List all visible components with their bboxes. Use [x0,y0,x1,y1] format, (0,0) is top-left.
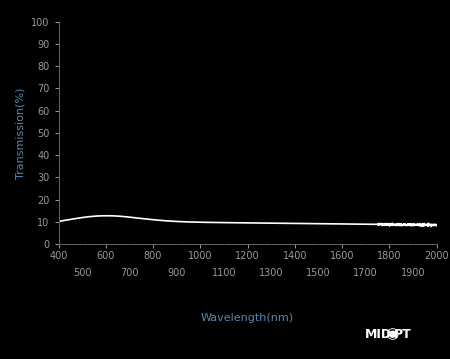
Text: PT: PT [394,328,411,341]
Y-axis label: Transmission(%): Transmission(%) [16,87,26,178]
Text: Wavelength(nm): Wavelength(nm) [201,313,294,323]
Text: ◉: ◉ [385,326,398,341]
Text: MID: MID [364,328,392,341]
